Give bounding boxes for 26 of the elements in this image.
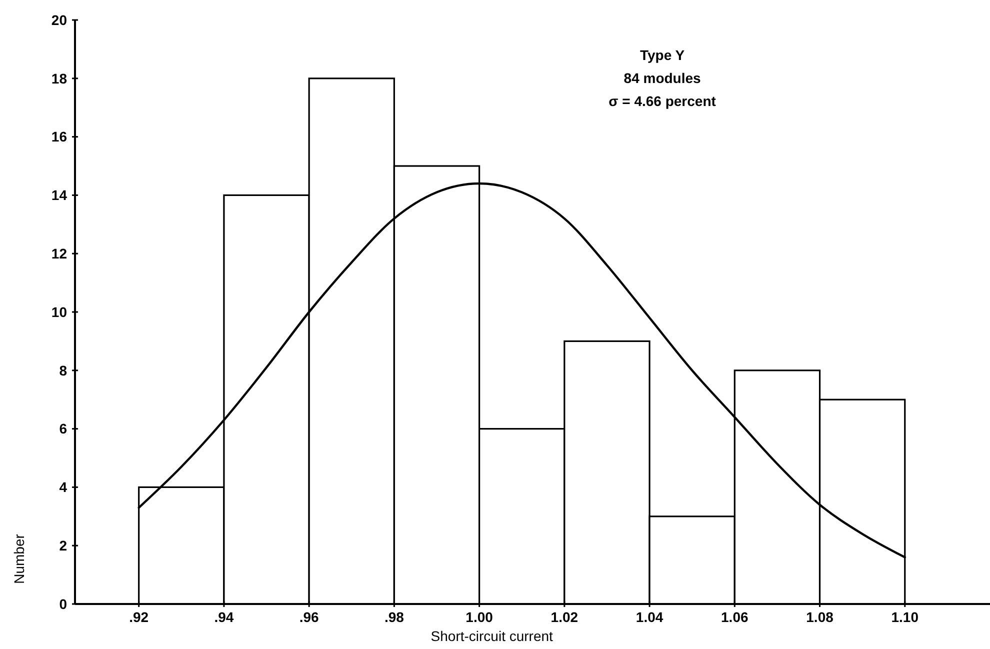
y-tick-label: 12 [51,246,68,262]
annotation: 84 modules [624,70,702,86]
x-tick-label: .96 [299,609,320,625]
x-tick-label: .92 [129,609,149,625]
x-tick-label: 1.06 [721,609,748,625]
y-tick-label: 8 [59,362,68,378]
y-axis-title: Number [11,534,27,584]
y-tick-label: 6 [59,420,68,437]
x-tick-label: .94 [214,609,234,625]
y-tick-label: 4 [59,479,68,496]
y-tick-label: 20 [51,12,68,28]
x-tick-label: .98 [384,609,404,625]
x-tick-label: 1.02 [550,609,578,625]
y-tick-label: 16 [51,128,68,145]
y-tick-label: 18 [51,70,68,86]
x-axis-title: Short-circuit current [430,628,554,644]
y-tick-label: 14 [51,187,68,204]
annotation: σ = 4.66 percent [608,93,716,109]
x-tick-label: 1.08 [806,609,834,625]
x-tick-label: 1.10 [891,609,919,625]
y-tick-label: 0 [59,596,68,612]
x-tick-label: 1.00 [466,609,494,625]
y-tick-label: 10 [51,304,68,320]
annotation: Type Y [640,47,686,63]
x-tick-label: 1.04 [636,609,664,625]
y-tick-label: 2 [59,538,68,554]
